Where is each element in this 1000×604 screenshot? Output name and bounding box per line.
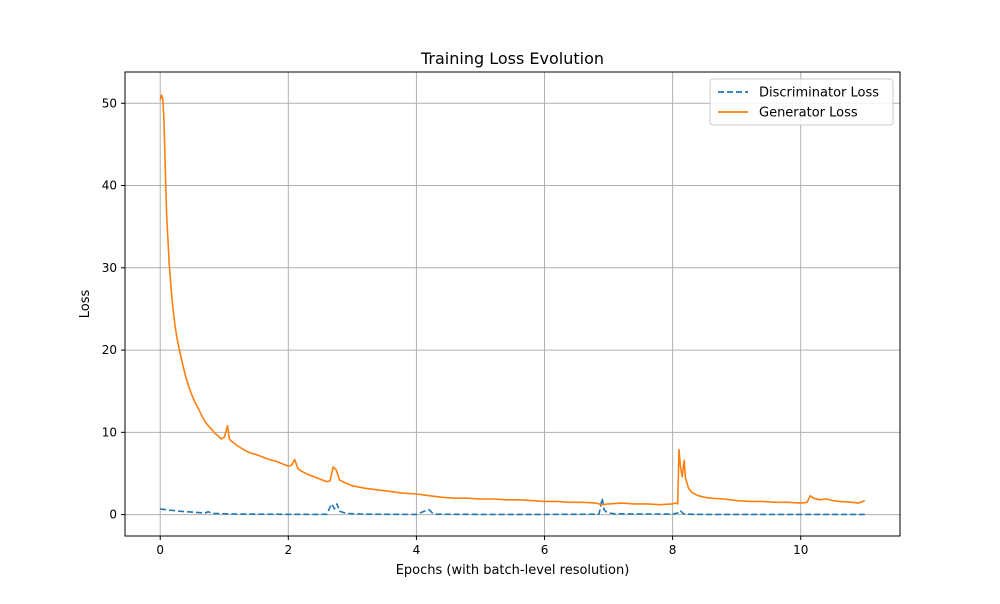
- x-tick-label: 2: [285, 543, 293, 557]
- series-lines: [159, 94, 866, 516]
- y-tick-label: 0: [109, 508, 117, 522]
- legend: Discriminator Loss Generator Loss: [709, 78, 894, 126]
- x-tick-label: 0: [156, 543, 164, 557]
- x-tick-label: 6: [541, 543, 549, 557]
- axis-ticks: 0 2 4 6 8 10 0 10 20 30 40 50: [102, 96, 809, 557]
- legend-label-generator: Generator Loss: [759, 106, 858, 121]
- y-tick-label: 20: [102, 343, 117, 357]
- series-line-0: [160, 497, 865, 516]
- y-tick-label: 30: [102, 261, 117, 275]
- chart-title: Training Loss Evolution: [420, 49, 604, 68]
- legend-box: [709, 78, 894, 126]
- y-tick-label: 10: [102, 425, 117, 439]
- x-axis-label: Epochs (with batch-level resolution): [396, 563, 630, 578]
- series-line-1: [159, 94, 866, 506]
- legend-label-discriminator: Discriminator Loss: [759, 86, 879, 101]
- y-tick-label: 50: [102, 96, 117, 110]
- y-axis-label: Loss: [78, 290, 93, 319]
- x-tick-label: 8: [669, 543, 677, 557]
- x-tick-label: 4: [413, 543, 421, 557]
- plot-area-frame: [124, 71, 901, 537]
- x-tick-label: 10: [793, 543, 808, 557]
- y-tick-label: 40: [102, 179, 117, 193]
